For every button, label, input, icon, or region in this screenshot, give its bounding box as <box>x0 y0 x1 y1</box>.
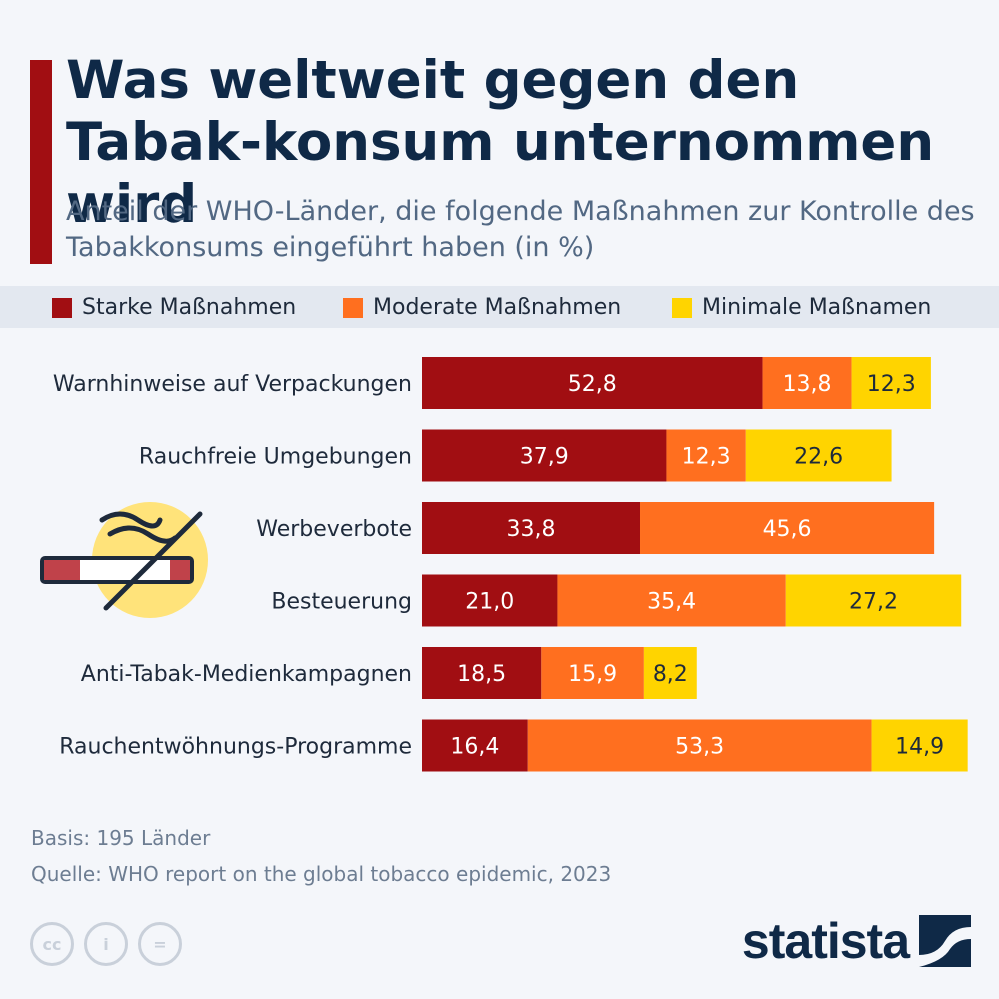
legend: Starke Maßnahmen Moderate Maßnahmen Mini… <box>0 286 999 328</box>
bar-segment <box>745 429 892 482</box>
legend-swatch-strong <box>52 297 72 318</box>
legend-item-moderate: Moderate Maßnahmen <box>343 295 621 320</box>
bar-segment <box>666 429 746 482</box>
smoke-icon <box>99 511 163 529</box>
data-label: 52,8 <box>568 372 617 397</box>
footnote-basis: Basis: 195 Länder <box>31 826 211 850</box>
data-label: 13,8 <box>783 372 832 397</box>
stacked-bar-chart: Warnhinweise auf Verpackungen 52,8 13,8 12,… <box>53 357 968 772</box>
no-derivatives-icon[interactable]: = <box>138 922 182 966</box>
bar-segment <box>422 574 558 627</box>
statista-logo-icon <box>919 915 971 967</box>
strike-through-icon <box>103 511 203 611</box>
legend-label-moderate: Moderate Maßnahmen <box>373 295 622 320</box>
data-label: 21,0 <box>465 590 514 615</box>
legend-item-strong: Starke Maßnahmen <box>52 295 296 320</box>
category-label: Warnhinweise auf Verpackungen <box>53 372 412 397</box>
legend-swatch-moderate <box>343 297 363 318</box>
bar-segment <box>762 357 852 409</box>
bar-segment <box>527 719 872 772</box>
data-label: 27,2 <box>849 590 898 615</box>
category-label: Besteuerung <box>271 590 412 615</box>
cigarette-filter <box>44 560 80 580</box>
data-label: 37,9 <box>520 445 569 470</box>
data-label: 12,3 <box>867 372 916 397</box>
bar-segment <box>422 502 641 554</box>
data-label: 15,9 <box>568 662 617 687</box>
brand-name: statista <box>741 913 910 969</box>
bar-segment <box>422 647 542 699</box>
bar-segment <box>643 647 697 699</box>
bar-segment <box>871 719 968 772</box>
data-label: 22,6 <box>794 445 843 470</box>
bar-segment <box>557 574 786 627</box>
chart-title: Was weltweit gegen den Tabak-konsum unte… <box>66 50 935 235</box>
legend-label-minimal: Minimale Maßnamen <box>702 295 932 320</box>
attribution-icon[interactable]: i <box>84 922 128 966</box>
category-label: Rauchentwöhnungs-Programme <box>59 735 412 760</box>
title-accent-bar <box>30 60 52 264</box>
cigarette-tip <box>170 560 190 580</box>
data-label: 53,3 <box>675 735 724 760</box>
data-label: 8,2 <box>653 662 688 687</box>
footnote-source: Quelle: WHO report on the global tobacco… <box>31 862 612 886</box>
brand-logo[interactable]: statista <box>742 912 971 970</box>
data-label: 12,3 <box>682 445 731 470</box>
data-label: 33,8 <box>507 517 556 542</box>
bar-segment <box>851 357 931 409</box>
license-icons: cc i = <box>30 922 182 966</box>
category-label: Werbeverbote <box>256 517 412 542</box>
data-label: 45,6 <box>763 517 812 542</box>
bar-segment <box>785 574 962 627</box>
category-label: Anti-Tabak-Medienkampagnen <box>81 662 412 687</box>
smoke-icon-2 <box>107 525 178 544</box>
no-smoking-illustration <box>40 502 208 618</box>
data-label: 16,4 <box>450 735 499 760</box>
chart-subtitle: Anteil der WHO-Länder, die folgende Maßn… <box>66 196 975 263</box>
data-label: 18,5 <box>457 662 506 687</box>
cc-icon[interactable]: cc <box>30 922 74 966</box>
category-label: Rauchfreie Umgebungen <box>139 445 412 470</box>
legend-label-strong: Starke Maßnahmen <box>82 295 297 320</box>
legend-item-minimal: Minimale Maßnamen <box>672 295 931 320</box>
bar-segment <box>422 429 667 482</box>
bar-segment <box>422 719 528 772</box>
data-label: 14,9 <box>895 735 944 760</box>
bar-segment <box>640 502 935 554</box>
bar-segment <box>422 357 763 409</box>
legend-swatch-minimal <box>672 297 692 318</box>
bar-segment <box>541 647 644 699</box>
data-label: 35,4 <box>647 590 696 615</box>
